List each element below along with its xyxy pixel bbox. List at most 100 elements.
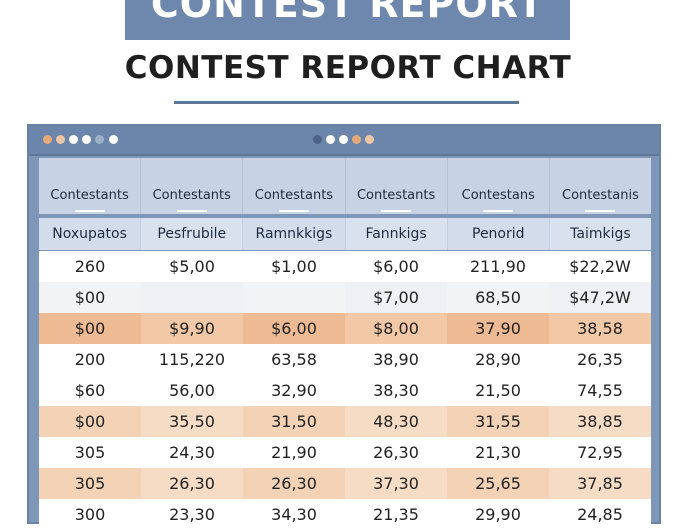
- table-cell: $5,00: [169, 257, 215, 276]
- header-underline: [585, 210, 616, 212]
- column-header[interactable]: Contestants: [141, 158, 244, 214]
- column-header[interactable]: Contestanis: [550, 158, 651, 214]
- header-underline: [381, 210, 412, 212]
- table-row[interactable]: 260 $5,00 $1,00 $6,00 211,90 $22,2W: [39, 251, 651, 282]
- table-row[interactable]: 305 26,30 26,30 37,30 25,65 37,85: [39, 468, 651, 499]
- table-cell: 211,90: [470, 257, 526, 276]
- table-row[interactable]: $00 $7,00 68,50 $47,2W: [39, 282, 651, 313]
- table-cell: 26,35: [577, 350, 623, 369]
- table-row[interactable]: 200 115,220 63,58 38,90 28,90 26,35: [39, 344, 651, 375]
- table-cell: 37,30: [373, 474, 419, 493]
- table-cell: 26,30: [243, 468, 345, 499]
- banner-text: CONTEST REPORT: [150, 0, 545, 26]
- table-subheader-row: Noxupatos Pesfrubile Ramnkkigs Fannkigs …: [39, 218, 651, 250]
- table-cell: 21,30: [475, 443, 521, 462]
- table-cell: 35,50: [169, 412, 215, 431]
- table-cell: 37,90: [447, 313, 549, 344]
- title-divider: [174, 101, 519, 104]
- column-header[interactable]: Contestants: [39, 158, 142, 214]
- table-cell: $7,00: [373, 288, 419, 307]
- table-cell: $00: [39, 282, 141, 313]
- table-cell: 31,50: [243, 406, 345, 437]
- table-cell: [243, 282, 345, 313]
- window-dot-icon[interactable]: [326, 135, 335, 144]
- table-cell: 72,95: [577, 443, 623, 462]
- table-cell: 115,220: [158, 350, 226, 369]
- table-cell: $6,00: [373, 257, 419, 276]
- window-dot-icon[interactable]: [95, 135, 104, 144]
- table-cell: 31,55: [447, 406, 549, 437]
- table-cell: 21,35: [373, 505, 419, 524]
- table-cell: 29,90: [475, 505, 521, 524]
- table-cell: 34,30: [271, 505, 317, 524]
- table-row[interactable]: 305 24,30 21,90 26,30 21,30 72,95: [39, 437, 651, 468]
- top-banner: CONTEST REPORT: [125, 0, 570, 40]
- table-cell: 38,30: [373, 381, 419, 400]
- header-underline: [278, 210, 309, 212]
- table-cell: $00: [39, 313, 141, 344]
- table-cell: 63,58: [271, 350, 317, 369]
- window-titlebar: [29, 126, 659, 156]
- table-cell: 21,90: [271, 443, 317, 462]
- subheader-cell[interactable]: Taimkigs: [570, 226, 631, 242]
- subheader-cell[interactable]: Penorid: [447, 218, 550, 250]
- column-header[interactable]: Contestants: [346, 158, 448, 214]
- table-cell: $9,90: [169, 319, 215, 338]
- table-cell: 38,58: [577, 319, 623, 338]
- table-cell: 260: [74, 257, 106, 276]
- subheader-cell[interactable]: Fannkigs: [346, 218, 448, 250]
- table-cell: 74,55: [577, 381, 623, 400]
- header-underline: [483, 210, 514, 212]
- table-cell: 26,30: [169, 474, 215, 493]
- page-title: CONTEST REPORT CHART: [124, 50, 572, 86]
- table-row[interactable]: 300 23,30 34,30 21,35 29,90 24,85: [39, 499, 651, 528]
- table-cell: [141, 282, 243, 313]
- table-row[interactable]: $00 35,50 31,50 48,30 31,55 38,85: [39, 406, 651, 437]
- table-cell: 68,50: [447, 282, 549, 313]
- table-cell: $22,2W: [569, 257, 631, 276]
- table-cell: $60: [74, 381, 106, 400]
- table-cell: 24,30: [169, 443, 215, 462]
- table-cell: 305: [39, 468, 141, 499]
- table-cell: 37,85: [577, 474, 623, 493]
- table-cell: 56,00: [169, 381, 215, 400]
- table-cell: $8,00: [373, 319, 419, 338]
- table-cell: 24,85: [577, 505, 623, 524]
- table-cell: 25,65: [447, 468, 549, 499]
- subheader-cell[interactable]: Noxupatos: [39, 218, 142, 250]
- table-cell: 32,90: [271, 381, 317, 400]
- window-dot-icon[interactable]: [109, 135, 118, 144]
- subheader-cell[interactable]: Ramnkkigs: [243, 218, 346, 250]
- window-dot-icon[interactable]: [56, 135, 65, 144]
- subheader-cell[interactable]: Pesfrubile: [141, 218, 244, 250]
- table-cell: 38,90: [373, 350, 419, 369]
- table-cell: 23,30: [169, 505, 215, 524]
- column-header[interactable]: Contestans: [448, 158, 550, 214]
- window-dot-icon[interactable]: [43, 135, 52, 144]
- table-cell: 200: [74, 350, 106, 369]
- table-cell: $00: [39, 406, 141, 437]
- table-cell: 21,50: [475, 381, 521, 400]
- window-dot-icon[interactable]: [352, 135, 361, 144]
- window-dot-icon[interactable]: [313, 135, 322, 144]
- table-cell: 300: [74, 505, 106, 524]
- table-cell: 38,85: [577, 412, 623, 431]
- contest-table: Contestants Contestants Contestants Cont…: [39, 158, 651, 528]
- header-underline: [74, 210, 105, 212]
- window-dot-icon[interactable]: [69, 135, 78, 144]
- table-row[interactable]: $60 56,00 32,90 38,30 21,50 74,55: [39, 375, 651, 406]
- table-cell: 305: [74, 443, 106, 462]
- window-dot-icon[interactable]: [339, 135, 348, 144]
- table-cell: 48,30: [373, 412, 419, 431]
- column-header[interactable]: Contestants: [243, 158, 346, 214]
- table-cell: $1,00: [271, 257, 317, 276]
- window-dot-icon[interactable]: [378, 135, 387, 144]
- window-dot-icon[interactable]: [391, 135, 400, 144]
- table-cell: 28,90: [475, 350, 521, 369]
- table-row[interactable]: $00 $9,90 $6,00 $8,00 37,90 38,58: [39, 313, 651, 344]
- header-underline: [176, 210, 207, 212]
- window-dot-icon[interactable]: [82, 135, 91, 144]
- window-dot-icon[interactable]: [365, 135, 374, 144]
- table-header-row: Contestants Contestants Contestants Cont…: [39, 158, 651, 214]
- table-body: 260 $5,00 $1,00 $6,00 211,90 $22,2W $00 $7,00 68…: [39, 251, 651, 528]
